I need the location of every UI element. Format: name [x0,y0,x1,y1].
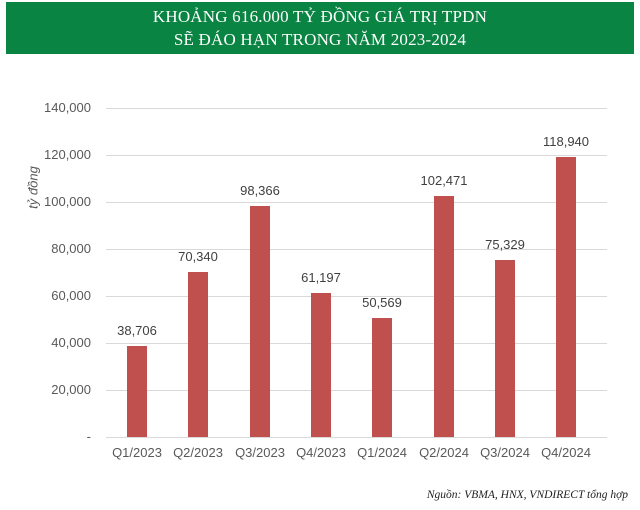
bar-q3-2024 [495,260,515,437]
y-tick-label: 40,000 [51,335,91,350]
data-label: 98,366 [240,183,280,198]
data-label: 50,569 [362,295,402,310]
gridline [106,437,607,438]
bar-q3-2023 [250,206,270,437]
x-tick-label: Q4/2024 [541,445,591,460]
x-tick-label: Q1/2024 [357,445,407,460]
x-tick-label: Q2/2023 [173,445,223,460]
chart-title-banner: KHOẢNG 616.000 TỶ ĐỒNG GIÁ TRỊ TPDN SẼ Đ… [6,2,634,54]
data-label: 102,471 [420,173,468,188]
y-tick-label: 140,000 [44,100,91,115]
y-tick-label: 60,000 [51,288,91,303]
bar-q4-2024 [556,157,576,437]
y-tick-label: 100,000 [44,194,91,209]
gridline [106,155,607,156]
bar-q2-2024 [434,196,454,437]
bar-q1-2024 [372,318,392,437]
gridline [106,108,607,109]
x-tick-label: Q2/2024 [419,445,469,460]
data-label: 61,197 [301,270,341,285]
chart-title-line-1: KHOẢNG 616.000 TỶ ĐỒNG GIÁ TRỊ TPDN [152,7,488,26]
data-label: 118,940 [542,134,590,149]
x-tick-label: Q4/2023 [296,445,346,460]
source-note: Nguồn: VBMA, HNX, VNDIRECT tổng hợp [426,489,628,501]
y-tick-label: 80,000 [51,241,91,256]
bar-q4-2023 [311,293,331,437]
gridline [106,249,607,250]
gridline [106,343,607,344]
bar-q1-2023 [127,346,147,437]
y-tick-label: 20,000 [51,382,91,397]
chart-title-line-2: SẼ ĐÁO HẠN TRONG NĂM 2023-2024 [173,30,467,49]
gridline [106,390,607,391]
y-tick-label: 120,000 [44,147,91,162]
bar-q2-2023 [188,272,208,437]
data-label: 75,329 [485,237,525,252]
x-tick-label: Q3/2023 [235,445,285,460]
y-tick-label: - [86,429,91,444]
x-tick-label: Q1/2023 [112,445,162,460]
data-label: 70,340 [178,249,218,264]
gridline [106,296,607,297]
data-label: 38,706 [117,323,157,338]
x-tick-label: Q3/2024 [480,445,530,460]
gridline [106,202,607,203]
